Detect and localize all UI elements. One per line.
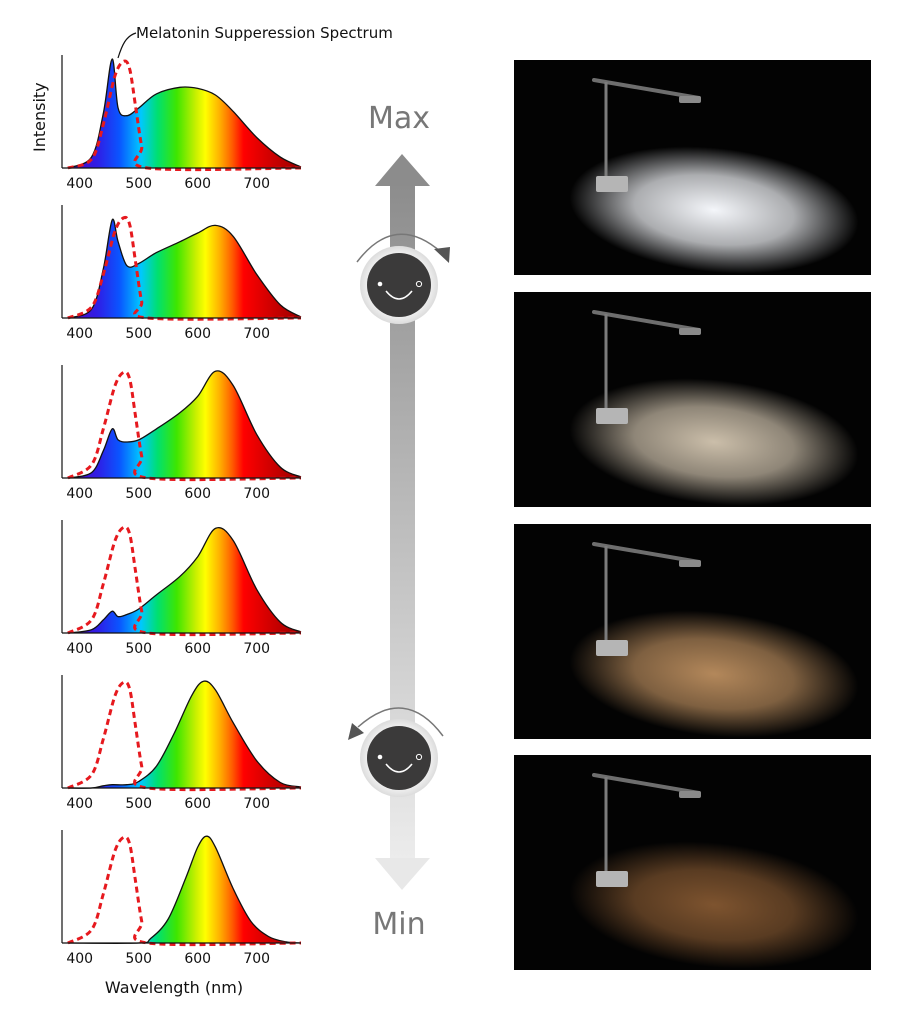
knob-ring-icon	[415, 280, 423, 288]
x-tick-label: 500	[125, 641, 152, 657]
led-spectrum-line	[67, 218, 302, 319]
y-axis-label: Intensity	[30, 82, 49, 152]
rotate-clockwise-arrowhead-icon	[434, 247, 450, 263]
led-spectrum-line	[67, 370, 302, 479]
spectrum-panel: 400 500 600 700	[61, 830, 302, 967]
knob-face	[367, 253, 431, 317]
lamp-photo-1	[514, 60, 871, 275]
rotate-counterclockwise-icon	[357, 707, 444, 737]
x-tick-label: 400	[66, 951, 93, 967]
x-tick-label: 500	[125, 951, 152, 967]
rotate-clockwise-icon	[356, 233, 442, 263]
knob-smile-icon	[385, 290, 413, 300]
x-axis-label: Wavelength (nm)	[105, 978, 243, 997]
led-spectrum-area	[67, 58, 302, 169]
led-spectrum-area	[67, 219, 302, 318]
slider-arrowhead-up	[375, 154, 430, 186]
x-tick-label: 700	[243, 486, 270, 502]
brightness-slider: Max Min	[348, 101, 450, 942]
lamp-photo-4	[514, 755, 871, 970]
x-tick-label: 500	[125, 326, 152, 342]
x-tick-label: 600	[184, 486, 211, 502]
x-tick-label: 700	[243, 951, 270, 967]
x-tick-label: 600	[184, 796, 211, 812]
melatonin-curve	[67, 215, 302, 321]
x-tick-label: 400	[66, 326, 93, 342]
knob-min	[348, 707, 444, 797]
led-spectrum-line	[67, 527, 302, 634]
led-spectrum-area	[67, 527, 302, 633]
x-tick-label: 600	[184, 326, 211, 342]
melatonin-curve	[67, 525, 302, 637]
knob-max	[356, 233, 450, 324]
light-pool	[569, 610, 859, 738]
knob-face	[367, 726, 431, 790]
rotate-counterclockwise-arrowhead-icon	[348, 723, 364, 740]
led-spectrum-area	[67, 836, 302, 944]
led-spectrum-line	[67, 58, 302, 169]
led-spectrum-line	[67, 680, 302, 789]
slider-min-label: Min	[372, 907, 425, 942]
spectrum-panel: 400 500 600 700	[61, 205, 302, 342]
x-tick-label: 700	[243, 176, 270, 192]
light-pool	[569, 378, 859, 506]
x-tick-label: 700	[243, 796, 270, 812]
lamp-photo-3	[514, 524, 871, 739]
x-tick-label: 600	[184, 641, 211, 657]
spectrum-panel: 400 500 600 700	[61, 365, 302, 502]
melatonin-curve	[67, 680, 302, 792]
x-tick-label: 400	[66, 796, 93, 812]
x-tick-label: 500	[125, 176, 152, 192]
knob-ring-icon	[415, 753, 423, 761]
x-tick-label: 400	[66, 641, 93, 657]
light-pool	[569, 146, 859, 274]
led-spectrum-line	[67, 835, 302, 944]
x-tick-label: 400	[66, 176, 93, 192]
led-spectrum-area	[67, 681, 302, 789]
annotation-label: Melatonin Supperession Spectrum	[136, 24, 393, 42]
slider-max-label: Max	[368, 101, 430, 136]
knob-smile-icon	[385, 763, 413, 773]
light-pool	[569, 841, 859, 969]
x-tick-label: 700	[243, 326, 270, 342]
x-tick-label: 700	[243, 641, 270, 657]
spectrum-panel: 400 500 600 700	[61, 55, 302, 192]
led-spectrum-area	[67, 370, 302, 478]
annotation-leader	[117, 32, 137, 59]
spectrum-panel: 400 500 600 700	[61, 675, 302, 812]
x-tick-label: 600	[184, 951, 211, 967]
x-tick-label: 500	[125, 796, 152, 812]
slider-arrowhead-down	[375, 858, 430, 890]
x-tick-label: 500	[125, 486, 152, 502]
knob-dot-icon	[377, 754, 383, 760]
melatonin-curve	[67, 835, 302, 947]
x-tick-label: 600	[184, 176, 211, 192]
knob-dot-icon	[377, 281, 383, 287]
melatonin-curve	[67, 370, 302, 482]
spectrum-panels: 400 500 600 700 400 500 600 700 400 500 600 700 400 5…	[61, 55, 302, 967]
lamp-photo-2	[514, 292, 871, 507]
x-tick-label: 400	[66, 486, 93, 502]
spectrum-panel: 400 500 600 700	[61, 520, 302, 657]
